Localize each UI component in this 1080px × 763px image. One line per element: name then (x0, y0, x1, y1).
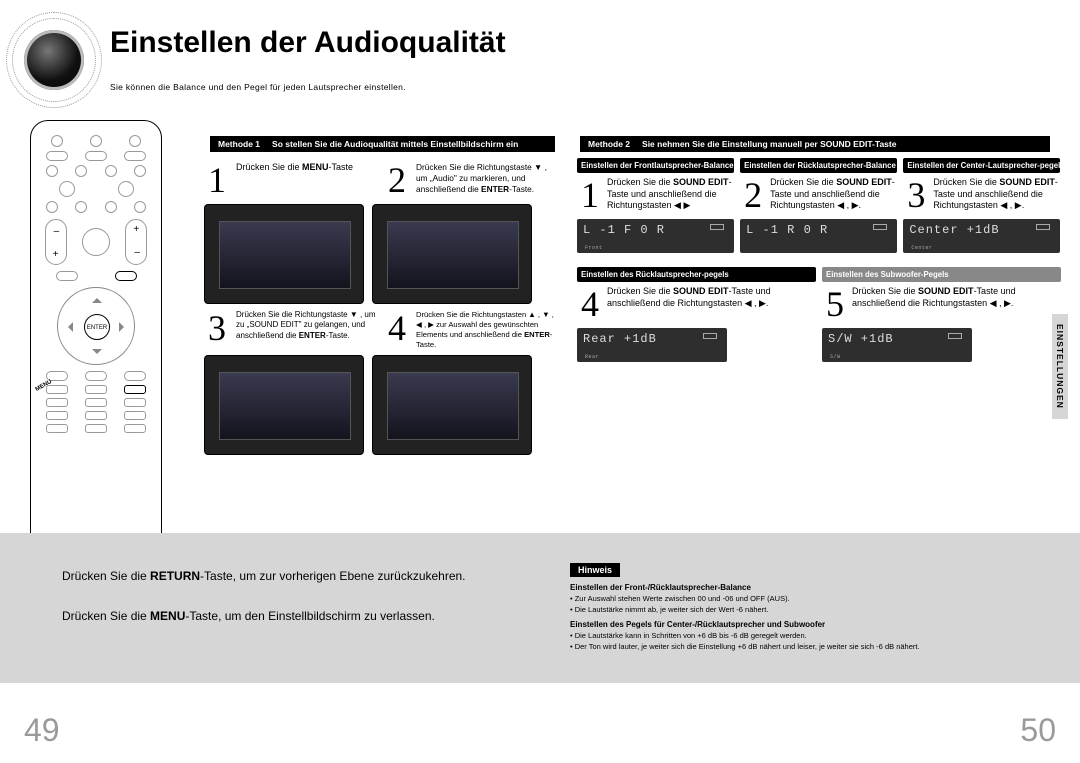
step-se-2: 2 Drücken Sie die SOUND EDIT-Taste und a… (740, 177, 897, 213)
hinweis-tag: Hinweis (570, 563, 620, 577)
page-number-left: 49 (24, 712, 60, 749)
step-3: 3 Drücken Sie die Richtungstaste ▼ , um … (200, 306, 380, 353)
lcd-display: S/W +1dBS/W (822, 328, 972, 362)
tv-screenshot (372, 355, 532, 455)
tv-screenshot (204, 355, 364, 455)
step-se-1: 1 Drücken Sie die SOUND EDIT-Taste und a… (577, 177, 734, 213)
lcd-display: L -1 F 0 RFront (577, 219, 734, 253)
step-se-5: 5 Drücken Sie die SOUND EDIT-Taste und a… (822, 286, 1061, 322)
method2-text: Sie nehmen Sie die Einstellung manuell p… (638, 137, 900, 151)
tv-screenshot (204, 204, 364, 304)
hinweis-box: Hinweis Einstellen der Front-/Rücklautsp… (570, 563, 1050, 651)
setting-header: Einstellen der Center-Lautsprecher-pegel… (903, 158, 1060, 173)
remote-dpad: ENTER (57, 287, 135, 365)
method1-header: Methode 1 So stellen Sie die Audioqualit… (210, 136, 555, 152)
method2-pill: Methode 2 (580, 136, 638, 152)
setting-header: Einstellen des Subwoofer-Pegels (822, 267, 1061, 282)
page-subtitle: Sie können die Balance und den Pegel für… (110, 82, 406, 92)
setting-header: Einstellen der Frontlautsprecher-Balance (577, 158, 734, 173)
remote-enter-button: ENTER (84, 314, 110, 340)
step-number: 2 (384, 162, 410, 198)
setting-header: Einstellen der Rücklautsprecher-Balance (740, 158, 897, 173)
method2-header: Methode 2 Sie nehmen Sie die Einstellung… (580, 136, 1050, 152)
page-number-right: 50 (1020, 712, 1056, 749)
step-se-3: 3 Drücken Sie die SOUND EDIT-Taste und a… (903, 177, 1060, 213)
method2-steps: Einstellen der Frontlautsprecher-Balance… (574, 158, 1064, 362)
return-note: Drücken Sie die RETURN-Taste, um zur vor… (62, 569, 466, 583)
tv-screenshot (372, 204, 532, 304)
lcd-display: L -1 R 0 R (740, 219, 897, 253)
manual-spread: Einstellen der Audioqualität Sie können … (0, 0, 1080, 763)
lcd-display: Center +1dBCenter (903, 219, 1060, 253)
lcd-display: Rear +1dBRear (577, 328, 727, 362)
side-tab: EINSTELLUNGEN (1052, 314, 1068, 419)
page-title: Einstellen der Audioqualität (110, 26, 506, 60)
setting-header: Einstellen des Rücklautsprecher-pegels (577, 267, 816, 282)
step-2: 2 Drücken Sie die Richtungstaste ▼ , um … (380, 158, 560, 202)
step-number: 4 (384, 310, 410, 349)
step-1: 1 Drücken Sie die MENU-Taste (200, 158, 380, 202)
step-number: 3 (204, 310, 230, 349)
method1-pill: Methode 1 (210, 136, 268, 152)
step-number: 1 (204, 162, 230, 198)
menu-note: Drücken Sie die MENU-Taste, um den Einst… (62, 609, 435, 623)
step-se-4: 4 Drücken Sie die SOUND EDIT-Taste und a… (577, 286, 816, 322)
footer-band: Drücken Sie die RETURN-Taste, um zur vor… (0, 533, 1080, 683)
speaker-illustration (6, 12, 102, 108)
method1-text: So stellen Sie die Audioqualität mittels… (268, 137, 522, 151)
remote-illustration: –+ +– MENU ENTER (30, 120, 162, 570)
step-4: 4 Drücken Sie die Richtungstasten ▲ , ▼ … (380, 306, 560, 353)
method1-steps: 1 Drücken Sie die MENU-Taste 2 Drücken S… (200, 158, 560, 457)
